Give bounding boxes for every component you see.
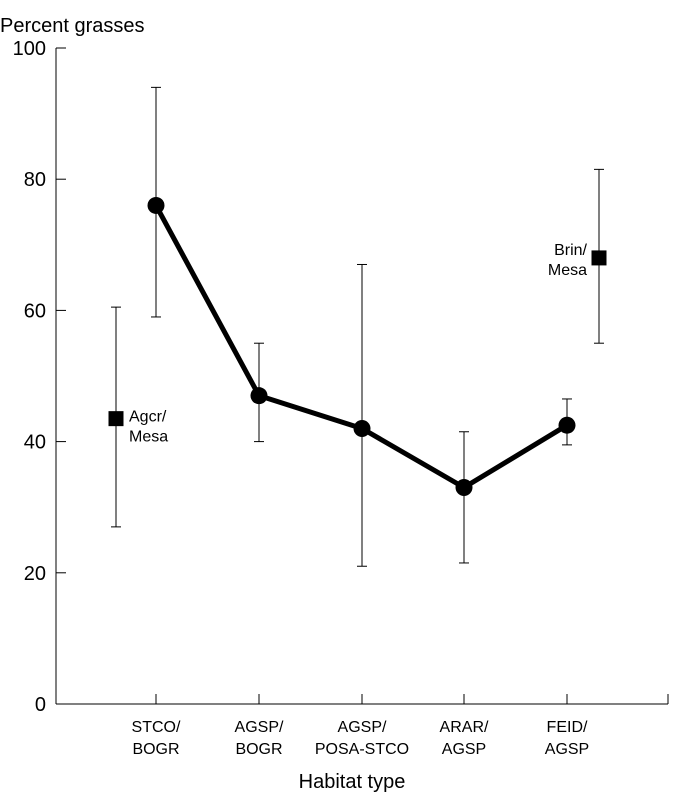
series-point [353,419,371,437]
x-tick-label: BOGR [235,741,282,758]
extra-point-marker [108,411,124,427]
x-tick-label: AGSP [442,741,486,758]
extra-point-label: Brin/ [554,242,587,259]
x-tick-label: AGSP [545,741,589,758]
series-point [147,196,165,214]
y-tick-label: 100 [13,38,46,60]
y-tick-label: 40 [24,432,46,454]
series-point [455,479,473,497]
y-axis-label: Percent grasses [0,15,145,37]
x-tick-label: AGSP/ [338,719,387,736]
x-axis-label: Habitat type [299,771,406,793]
x-tick-label: ARAR/ [440,719,489,736]
x-tick-label: POSA-STCO [315,741,409,758]
y-tick-label: 60 [24,300,46,322]
extra-point-label: Agcr/ [129,409,167,426]
axes: 0 20 40 60 80 100 STCO/BOGR AGSP/BOGR AGSP/POSA-… [13,38,669,758]
marks: Agcr/Mesa Brin/Mesa [108,86,607,567]
y-tick-label: 0 [35,694,46,716]
x-tick-label: AGSP/ [235,719,284,736]
series-point [558,416,576,434]
x-tick-label: BOGR [132,741,179,758]
x-tick-label: FEID/ [547,719,588,736]
x-tick-label: STCO/ [132,719,181,736]
y-tick-label: 20 [24,563,46,585]
extra-point-marker [591,250,607,266]
series-point [250,387,268,405]
y-tick-label: 80 [24,169,46,191]
extra-point-label: Mesa [129,429,168,446]
extra-point-label: Mesa [548,262,587,279]
